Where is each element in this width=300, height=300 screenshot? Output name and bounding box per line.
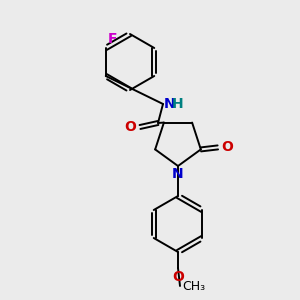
Text: CH₃: CH₃: [182, 280, 205, 292]
Text: O: O: [221, 140, 233, 154]
Text: N: N: [164, 97, 176, 111]
Text: F: F: [108, 32, 117, 46]
Text: H: H: [172, 97, 184, 111]
Text: O: O: [172, 270, 184, 284]
Text: N: N: [172, 167, 184, 181]
Text: O: O: [124, 120, 136, 134]
